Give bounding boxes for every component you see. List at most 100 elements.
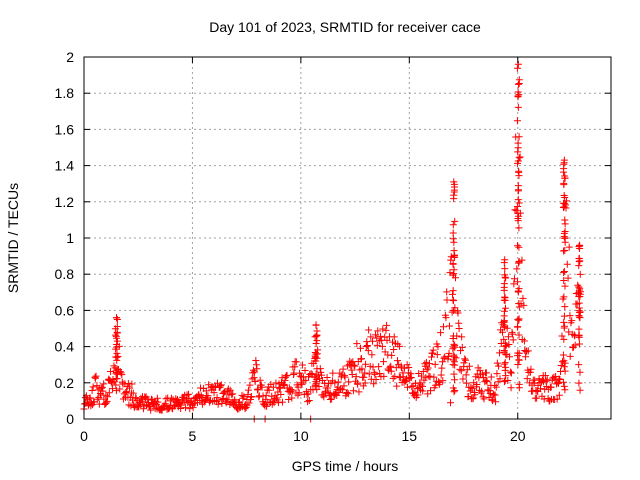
data-point <box>540 395 548 403</box>
data-point <box>465 362 473 370</box>
data-point <box>513 64 521 72</box>
data-point <box>515 316 523 324</box>
data-point <box>507 369 515 377</box>
data-point <box>559 378 567 386</box>
data-point <box>383 336 391 344</box>
data-point <box>364 347 372 355</box>
y-tick-label: 2 <box>66 49 74 65</box>
data-point <box>559 199 567 207</box>
data-point <box>361 369 369 377</box>
data-point <box>265 386 273 394</box>
data-point <box>363 342 371 350</box>
data-point <box>571 341 579 349</box>
data-point <box>93 395 101 403</box>
data-point <box>576 286 584 294</box>
data-point <box>391 372 399 380</box>
data-point <box>533 394 541 402</box>
data-point <box>450 388 458 396</box>
data-point <box>450 353 458 361</box>
data-point <box>350 361 358 369</box>
data-point <box>214 400 222 408</box>
axis-ticks: 00.20.40.60.811.21.41.61.820 5 10 15 20 <box>55 49 611 444</box>
data-point <box>477 389 485 397</box>
data-point <box>514 103 522 111</box>
data-point <box>553 395 561 403</box>
data-point <box>113 337 121 345</box>
data-point <box>251 377 259 385</box>
data-point <box>570 343 578 351</box>
data-point <box>455 325 463 333</box>
data-point <box>112 331 120 339</box>
data-point <box>491 381 499 389</box>
data-point <box>210 389 218 397</box>
data-point <box>501 271 509 279</box>
data-point <box>449 271 457 279</box>
data-point <box>564 274 572 282</box>
data-point <box>285 395 293 403</box>
data-point <box>451 376 459 384</box>
data-point <box>546 397 554 405</box>
data-point <box>470 379 478 387</box>
data-point <box>560 293 568 301</box>
data-point <box>259 392 267 400</box>
data-point <box>87 402 95 410</box>
data-point <box>560 156 568 164</box>
data-point <box>516 153 524 161</box>
data-point <box>340 372 348 380</box>
data-point <box>568 317 576 325</box>
data-point <box>515 224 523 232</box>
data-point <box>396 342 404 350</box>
data-point <box>560 382 568 390</box>
data-point <box>461 355 469 363</box>
data-point <box>514 148 522 156</box>
data-point <box>301 366 309 374</box>
data-point <box>126 384 134 392</box>
data-point <box>560 318 568 326</box>
data-point <box>575 262 583 270</box>
data-point <box>339 365 347 373</box>
data-point <box>514 182 522 190</box>
data-point <box>576 257 584 265</box>
data-point <box>307 369 315 377</box>
data-point <box>190 399 198 407</box>
data-point <box>197 384 205 392</box>
data-point <box>368 351 376 359</box>
data-point <box>349 387 357 395</box>
data-point <box>313 385 321 393</box>
data-point <box>515 133 523 141</box>
data-point <box>513 265 521 273</box>
data-point <box>147 406 155 414</box>
data-point <box>515 212 523 220</box>
data-point <box>275 384 283 392</box>
data-point <box>461 356 469 364</box>
data-point <box>183 391 191 399</box>
data-point <box>139 398 147 406</box>
data-point <box>386 363 394 371</box>
data-point <box>566 352 574 360</box>
data-point <box>358 355 366 363</box>
data-point <box>575 325 583 333</box>
data-point <box>331 379 339 387</box>
data-point <box>253 365 261 373</box>
data-point <box>450 340 458 348</box>
data-point <box>94 386 102 394</box>
data-point <box>449 260 457 268</box>
data-point <box>261 402 269 410</box>
data-point <box>448 308 456 316</box>
data-point <box>112 332 120 340</box>
data-point <box>404 383 412 391</box>
data-point <box>252 357 260 365</box>
data-point <box>304 390 312 398</box>
data-point <box>561 303 569 311</box>
data-point <box>515 259 523 267</box>
data-point <box>462 371 470 379</box>
data-point <box>240 392 248 400</box>
data-point <box>515 331 523 339</box>
data-point <box>113 369 121 377</box>
data-point <box>514 60 522 68</box>
data-point <box>575 290 583 298</box>
data-point <box>575 379 583 387</box>
data-point <box>557 362 565 370</box>
data-point <box>576 368 584 376</box>
